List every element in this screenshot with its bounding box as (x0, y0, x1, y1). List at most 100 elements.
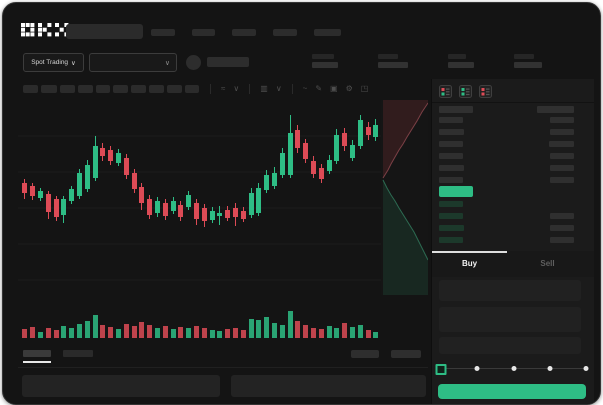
nav-item[interactable] (151, 29, 175, 36)
bottom-tabs (23, 350, 93, 363)
slider-stop[interactable] (474, 366, 480, 371)
ask-row[interactable] (432, 138, 594, 150)
book-asks-only-icon[interactable] (479, 85, 492, 98)
candlestick-chart[interactable] (18, 100, 381, 295)
interval-button[interactable] (96, 85, 110, 93)
amount-input[interactable] (439, 307, 581, 332)
interval-button[interactable] (113, 85, 128, 93)
amount-percent-slider[interactable] (435, 364, 589, 375)
price-placeholder (439, 129, 464, 135)
stat-label-placeholder (312, 54, 334, 59)
bid-row[interactable] (432, 198, 594, 210)
amount-placeholder (550, 117, 574, 123)
orderbook-view-switcher (439, 85, 492, 98)
price-placeholder (439, 141, 463, 147)
slider-handle[interactable] (435, 364, 447, 375)
chart-toolbar: ≈ ∨ ▥ ∨ ~ ✎ ▣ ⚙ ◳ (23, 84, 368, 94)
amount-placeholder (549, 141, 574, 147)
slider-stop[interactable] (511, 366, 516, 371)
nav-item[interactable] (192, 29, 215, 36)
stat-value-placeholder (514, 62, 542, 68)
bottom-button[interactable] (351, 350, 379, 358)
ask-row[interactable] (432, 114, 594, 126)
stat-label-placeholder (514, 54, 534, 59)
ask-row[interactable] (432, 126, 594, 138)
tab-sell[interactable]: Sell (540, 259, 555, 268)
bottom-tab[interactable] (23, 350, 51, 363)
nav-item[interactable] (232, 29, 256, 36)
chevron-down-icon[interactable]: ∨ (275, 84, 282, 93)
price-placeholder (439, 117, 463, 123)
interval-button[interactable] (131, 85, 146, 93)
amount-column-header (537, 106, 574, 113)
bid-row[interactable] (432, 210, 594, 222)
pair-name-placeholder (207, 57, 249, 67)
book-combined-icon[interactable] (439, 85, 452, 98)
interval-button[interactable] (41, 85, 57, 93)
screenshot-icon[interactable]: ▣ (330, 84, 338, 93)
market-type-dropdown[interactable]: Spot Trading ∨ (23, 53, 84, 72)
depth-chart (381, 100, 428, 295)
pair-selector-dropdown[interactable]: ∨ (89, 53, 177, 72)
interval-button[interactable] (167, 85, 182, 93)
pair-icon[interactable] (186, 55, 201, 70)
ask-row[interactable] (432, 150, 594, 162)
line-tool-icon[interactable]: ~ (302, 84, 308, 93)
active-tab-indicator (432, 251, 507, 253)
interval-button[interactable] (23, 85, 38, 93)
slider-stop[interactable] (547, 366, 553, 371)
okx-logo (21, 23, 69, 37)
settings-icon[interactable]: ⚙ (345, 84, 353, 93)
price-placeholder (439, 177, 463, 183)
stat-value-placeholder (312, 62, 338, 68)
slider-stop[interactable] (583, 366, 589, 371)
last-price-badge[interactable] (439, 186, 473, 197)
orderbook-column-headers (432, 106, 594, 114)
price-placeholder (439, 225, 464, 231)
volume-chart (22, 311, 378, 338)
amount-placeholder (550, 153, 574, 159)
interval-button[interactable] (149, 85, 164, 93)
ticker-stat (378, 54, 408, 68)
bottom-tab[interactable] (63, 350, 93, 357)
ask-row[interactable] (432, 162, 594, 174)
interval-buttons (23, 85, 199, 93)
chevron-down-icon[interactable]: ∨ (233, 84, 240, 93)
interval-button[interactable] (78, 85, 93, 93)
search-input[interactable] (66, 24, 143, 39)
orderbook-bids (432, 198, 594, 246)
nav-item[interactable] (314, 29, 341, 36)
bid-row[interactable] (432, 222, 594, 234)
price-column-header (439, 106, 473, 113)
buy-submit-button[interactable] (438, 384, 586, 399)
book-bids-only-icon[interactable] (459, 85, 472, 98)
interval-button[interactable] (60, 85, 75, 93)
price-placeholder (439, 165, 464, 171)
market-type-label: Spot Trading (31, 59, 69, 66)
stat-label-placeholder (448, 54, 466, 59)
bottom-button[interactable] (391, 350, 421, 358)
fullscreen-icon[interactable]: ◳ (360, 84, 369, 93)
price-input[interactable] (439, 280, 581, 301)
indicator-icon[interactable]: ▥ (260, 84, 268, 93)
history-panel-placeholder (231, 375, 426, 397)
orderbook-asks (432, 114, 594, 186)
ticker-stat (514, 54, 542, 68)
divider (18, 367, 428, 368)
chart-type-icon[interactable]: ≈ (221, 84, 226, 93)
trade-tabs: Buy Sell (432, 251, 594, 277)
top-nav (151, 29, 341, 36)
total-input[interactable] (439, 337, 581, 354)
tab-buy[interactable]: Buy (461, 259, 478, 268)
ask-row[interactable] (432, 174, 594, 186)
price-placeholder (439, 237, 463, 243)
stat-value-placeholder (448, 62, 474, 68)
draw-icon[interactable]: ✎ (315, 84, 323, 93)
bid-row[interactable] (432, 234, 594, 246)
nav-item[interactable] (273, 29, 297, 36)
divider (432, 102, 594, 103)
amount-placeholder (550, 129, 574, 135)
price-placeholder (439, 213, 463, 219)
interval-button[interactable] (185, 85, 199, 93)
